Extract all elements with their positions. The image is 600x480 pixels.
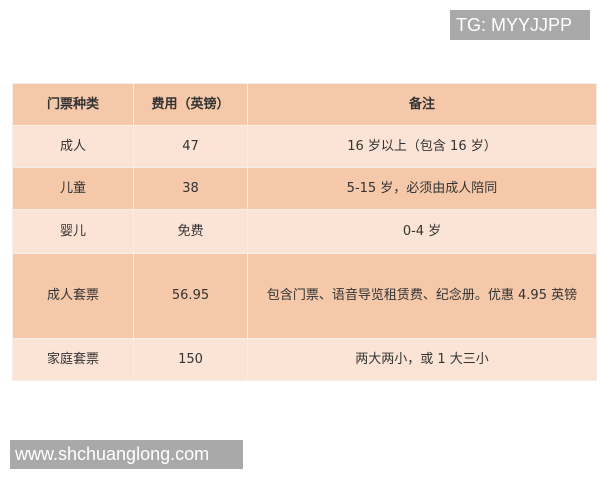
cell-type: 家庭套票: [12, 338, 134, 381]
cell-price: 56.95: [133, 253, 248, 339]
cell-price: 47: [133, 125, 248, 168]
watermark-top: TG: MYYJJPP: [450, 10, 590, 40]
cell-price: 免费: [133, 209, 248, 254]
watermark-bottom: www.shchuanglong.com: [10, 440, 243, 469]
table-row: 成人 47 16 岁以上（包含 16 岁）: [12, 125, 597, 168]
table-row: 家庭套票 150 两大两小，或 1 大三小: [12, 338, 597, 381]
table-header-row: 门票种类 费用（英镑） 备注: [12, 83, 597, 126]
header-price: 费用（英镑）: [133, 83, 248, 126]
cell-notes: 两大两小，或 1 大三小: [247, 338, 597, 381]
cell-notes: 16 岁以上（包含 16 岁）: [247, 125, 597, 168]
cell-price: 38: [133, 167, 248, 210]
cell-type: 成人套票: [12, 253, 134, 339]
table-row: 成人套票 56.95 包含门票、语音导览租赁费、纪念册。优惠 4.95 英镑: [12, 253, 597, 339]
header-notes: 备注: [247, 83, 597, 126]
header-ticket-type: 门票种类: [12, 83, 134, 126]
cell-notes: 0-4 岁: [247, 209, 597, 254]
ticket-price-table: 门票种类 费用（英镑） 备注 成人 47 16 岁以上（包含 16 岁） 儿童 …: [12, 83, 597, 381]
cell-type: 婴儿: [12, 209, 134, 254]
cell-type: 成人: [12, 125, 134, 168]
cell-notes: 5-15 岁，必须由成人陪同: [247, 167, 597, 210]
table-row: 儿童 38 5-15 岁，必须由成人陪同: [12, 167, 597, 210]
cell-notes: 包含门票、语音导览租赁费、纪念册。优惠 4.95 英镑: [247, 253, 597, 339]
table-row: 婴儿 免费 0-4 岁: [12, 209, 597, 254]
cell-price: 150: [133, 338, 248, 381]
cell-type: 儿童: [12, 167, 134, 210]
